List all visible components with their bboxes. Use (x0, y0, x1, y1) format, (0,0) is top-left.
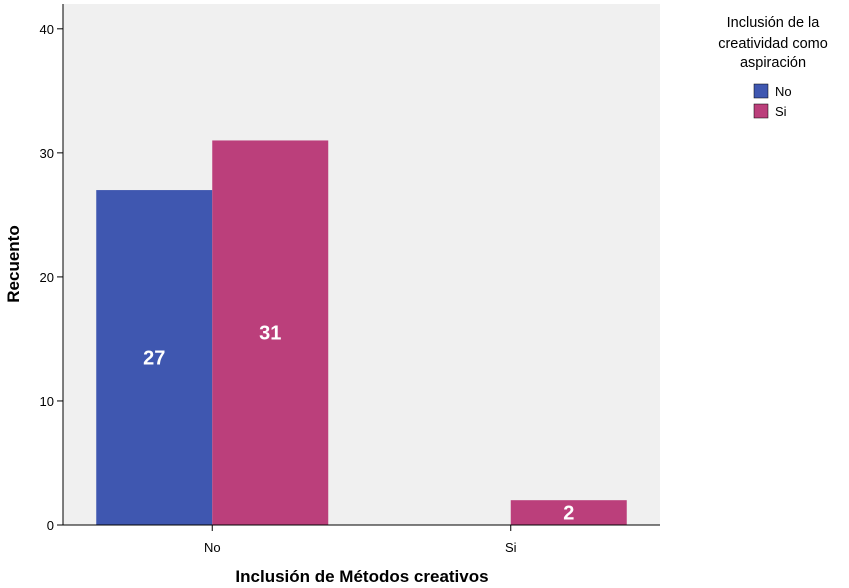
legend-swatch-si (753, 103, 769, 119)
legend-title-line-3: aspiración (740, 55, 806, 71)
legend-swatch-no (753, 83, 769, 99)
x-tick-label: No (204, 540, 221, 555)
bar-no-no (96, 190, 213, 526)
y-tick-label: 40 (40, 22, 54, 37)
bars-group (96, 140, 627, 526)
bar-value-label: 31 (259, 323, 281, 345)
bar-value-label: 27 (143, 348, 165, 370)
bar-si-no (212, 140, 329, 525)
bar-si-si (510, 500, 627, 525)
legend: Inclusión de la creatividad como aspirac… (718, 15, 828, 119)
y-tick-label: 30 (40, 146, 54, 161)
legend-title-line-2: creatividad como (718, 36, 828, 52)
x-axis-title: Inclusión de Métodos creativos (235, 567, 488, 586)
y-tick-label: 0 (47, 518, 54, 533)
legend-label-no: No (775, 84, 792, 99)
y-tick-label: 10 (40, 394, 54, 409)
bar-value-label: 2 (563, 503, 574, 525)
x-ticks-group: No Si (204, 525, 517, 555)
legend-title-line-1: Inclusión de la (727, 15, 821, 31)
y-axis-title: Recuento (4, 225, 23, 302)
y-ticks-group: 0 10 20 30 40 (40, 22, 63, 533)
bar-labels-group: 27 31 2 (143, 323, 574, 525)
x-tick-label: Si (505, 540, 517, 555)
legend-label-si: Si (775, 104, 787, 119)
y-tick-label: 20 (40, 270, 54, 285)
